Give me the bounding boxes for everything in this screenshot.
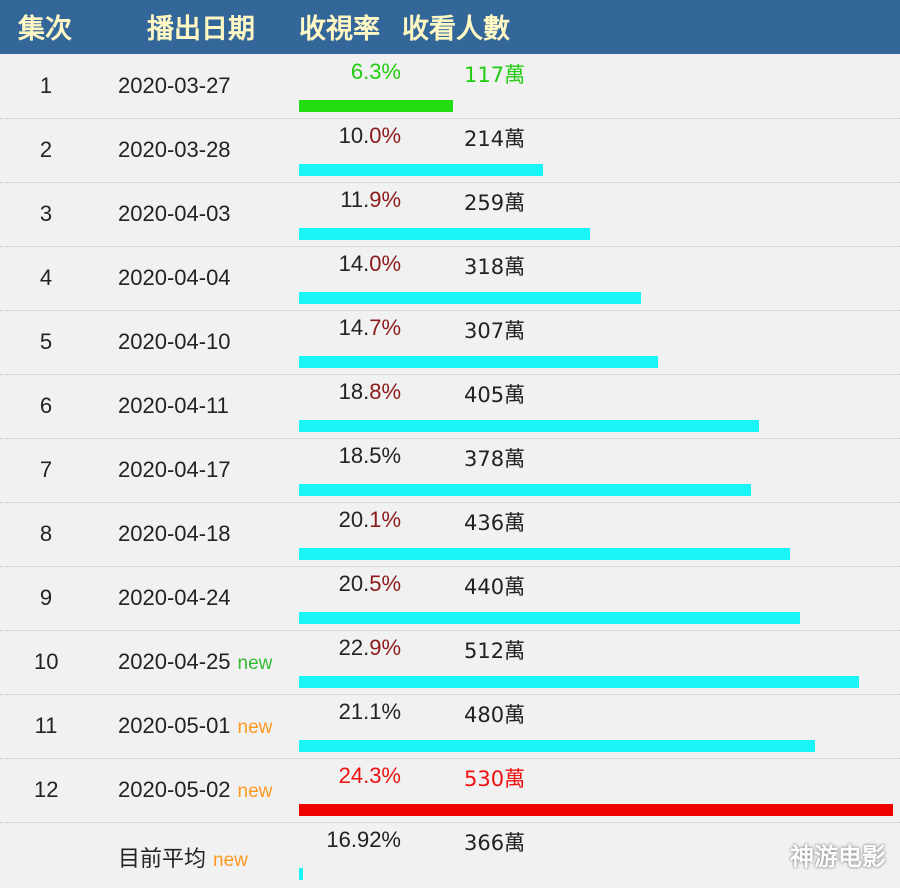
viewers-count: 436萬 — [464, 511, 526, 535]
rating-label: 6.3% — [350, 59, 401, 84]
header-date: 播出日期 — [147, 14, 255, 45]
viewers-count: 440萬 — [464, 575, 526, 599]
table-row: 2 2020-03-28 10.0% 214萬 — [0, 118, 900, 182]
rating-label: 20.5% — [338, 571, 401, 596]
rating-label: 21.1% — [338, 699, 401, 724]
viewers-count: 259萬 — [464, 191, 526, 215]
air-date: 2020-04-17 — [118, 457, 231, 482]
episode-number: 4 — [39, 265, 53, 290]
rating-bar — [299, 740, 815, 752]
air-date: 2020-05-01 new — [118, 713, 273, 738]
header-rating: 收視率 — [299, 14, 380, 45]
table-row: 3 2020-04-03 11.9% 259萬 — [0, 182, 900, 246]
viewers-count: 378萬 — [464, 447, 526, 471]
rating-bar — [299, 164, 543, 176]
air-date: 2020-04-25 new — [118, 649, 273, 674]
rating-label: 10.0% — [338, 123, 401, 148]
viewers-count: 307萬 — [464, 319, 526, 343]
table-row: 6 2020-04-11 18.8% 405萬 — [0, 374, 900, 438]
episode-number: 5 — [39, 329, 53, 354]
row-divider — [0, 246, 900, 247]
air-date: 2020-03-27 — [118, 73, 231, 98]
episode-number: 10 — [34, 649, 59, 674]
air-date: 2020-04-10 — [118, 329, 231, 354]
air-date: 2020-03-28 — [118, 137, 231, 162]
air-date: 2020-04-04 — [118, 265, 231, 290]
row-divider — [0, 182, 900, 183]
row-divider — [0, 310, 900, 311]
table-row: 8 2020-04-18 20.1% 436萬 — [0, 502, 900, 566]
rating-label: 14.7% — [338, 315, 401, 340]
row-divider — [0, 118, 900, 119]
rating-bar — [299, 484, 751, 496]
average-row: 目前平均 new 16.92% 366萬 — [0, 822, 900, 886]
average-label: 目前平均 new — [118, 846, 248, 871]
viewers-count: 512萬 — [464, 639, 526, 663]
table-row: 4 2020-04-04 14.0% 318萬 — [0, 246, 900, 310]
episode-number: 11 — [34, 713, 58, 738]
average-viewers: 366萬 — [464, 831, 526, 855]
episode-number: 12 — [34, 777, 59, 802]
rating-label: 20.1% — [338, 507, 401, 532]
watermark-logo: 神游电影 — [790, 843, 886, 871]
rating-bar — [299, 676, 859, 688]
average-bar — [299, 868, 303, 880]
viewers-count: 117萬 — [464, 63, 526, 87]
rating-bar — [299, 804, 893, 816]
table-row: 9 2020-04-24 20.5% 440萬 — [0, 566, 900, 630]
episode-number: 1 — [39, 73, 53, 98]
row-divider — [0, 438, 900, 439]
rating-label: 24.3% — [338, 763, 401, 788]
header-viewers: 收看人數 — [402, 14, 510, 45]
row-divider — [0, 694, 900, 695]
rating-label: 18.5% — [338, 443, 401, 468]
new-badge: new — [213, 850, 248, 871]
rating-bar — [299, 612, 800, 624]
row-divider — [0, 758, 900, 759]
viewers-count: 214萬 — [464, 127, 526, 151]
row-divider — [0, 822, 900, 823]
row-divider — [0, 374, 900, 375]
rating-bar — [299, 356, 658, 368]
episode-number: 2 — [39, 137, 53, 162]
viewers-count: 480萬 — [464, 703, 526, 727]
episode-number: 9 — [39, 585, 53, 610]
table-header: 集次 播出日期 收視率 收看人數 — [0, 0, 900, 54]
table-row: 7 2020-04-17 18.5% 378萬 — [0, 438, 900, 502]
episode-number: 7 — [39, 457, 53, 482]
rating-bar — [299, 548, 790, 560]
rating-label: 14.0% — [338, 251, 401, 276]
average-rating: 16.92% — [326, 827, 401, 852]
episode-number: 6 — [39, 393, 53, 418]
rating-bar — [299, 292, 641, 304]
rating-label: 11.9% — [340, 187, 401, 212]
table-row: 10 2020-04-25 new 22.9% 512萬 — [0, 630, 900, 694]
rating-bar — [299, 420, 759, 432]
rating-bar — [299, 100, 453, 112]
row-divider — [0, 566, 900, 567]
new-badge: new — [237, 653, 273, 674]
row-divider — [0, 502, 900, 503]
viewers-count: 530萬 — [464, 767, 526, 791]
viewers-count: 318萬 — [464, 255, 526, 279]
air-date: 2020-04-18 — [118, 521, 231, 546]
air-date: 2020-04-11 — [118, 393, 229, 418]
table-row: 1 2020-03-27 6.3% 117萬 — [0, 54, 900, 118]
episode-number: 8 — [39, 521, 53, 546]
air-date: 2020-05-02 new — [118, 777, 273, 802]
row-divider — [0, 630, 900, 631]
rating-bar — [299, 228, 590, 240]
viewers-count: 405萬 — [464, 383, 526, 407]
air-date: 2020-04-24 — [118, 585, 231, 610]
table-row: 12 2020-05-02 new 24.3% 530萬 — [0, 758, 900, 822]
table-row: 11 2020-05-01 new 21.1% 480萬 — [0, 694, 900, 758]
header-episode: 集次 — [18, 14, 72, 45]
new-badge: new — [237, 717, 273, 738]
rating-label: 22.9% — [338, 635, 401, 660]
episode-number: 3 — [39, 201, 53, 226]
air-date: 2020-04-03 — [118, 201, 231, 226]
rating-label: 18.8% — [338, 379, 401, 404]
table-row: 5 2020-04-10 14.7% 307萬 — [0, 310, 900, 374]
new-badge: new — [237, 781, 273, 802]
